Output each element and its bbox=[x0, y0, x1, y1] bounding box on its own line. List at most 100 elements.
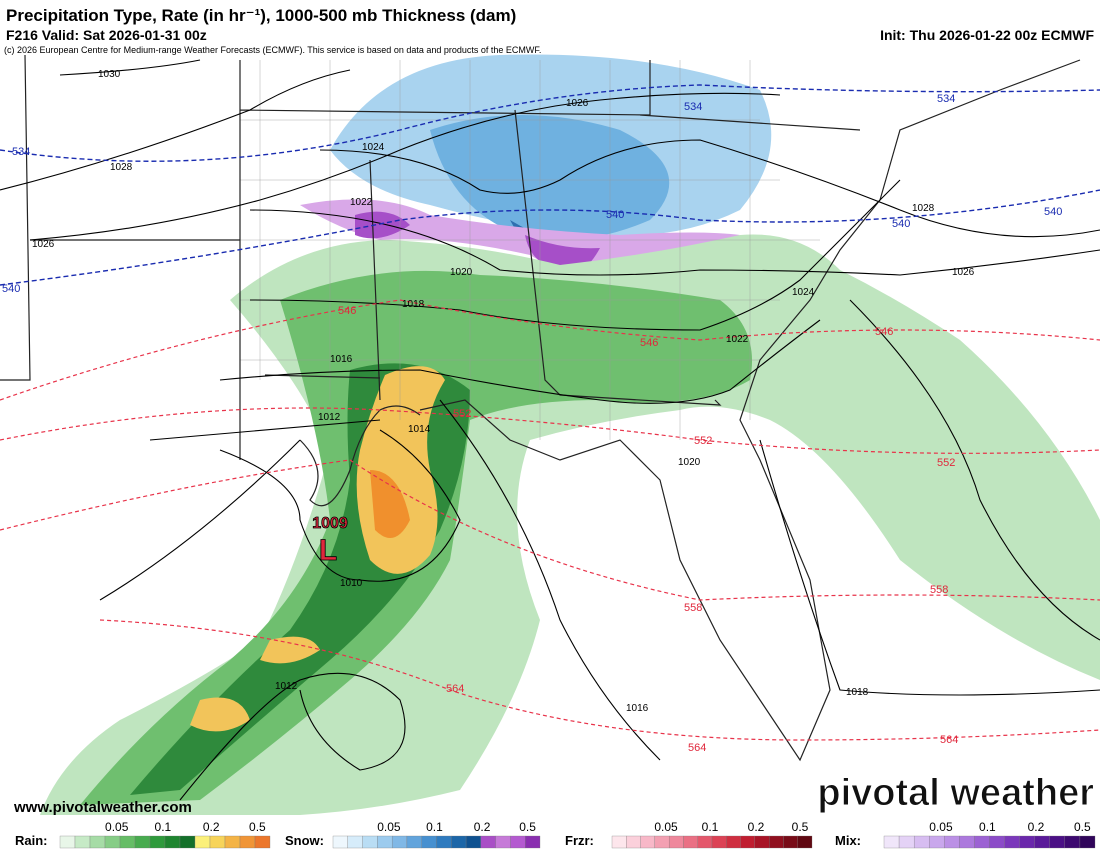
thickness-label: 552 bbox=[937, 457, 955, 469]
legend-swatch bbox=[959, 835, 975, 849]
thickness-label: 534 bbox=[684, 101, 702, 113]
isobar-label: 1018 bbox=[402, 299, 425, 310]
legend-swatch bbox=[209, 835, 226, 849]
legend-swatch bbox=[913, 835, 930, 849]
legend-swatch bbox=[626, 835, 641, 849]
isobar-label: 1012 bbox=[275, 681, 298, 692]
legend-tick-label: 0.05 bbox=[654, 820, 678, 834]
legend-swatch bbox=[436, 835, 452, 849]
legend-swatch bbox=[377, 835, 393, 849]
legend-swatch bbox=[898, 835, 915, 849]
legend-tick-label: 0.5 bbox=[792, 820, 809, 834]
legend-tick-label: 0.05 bbox=[105, 820, 129, 834]
thickness-labels: 534 534 534 540 540 540 540 546 546 546 … bbox=[2, 93, 1062, 754]
legend-swatch bbox=[89, 835, 106, 849]
legend-swatch bbox=[1034, 835, 1050, 849]
legend-swatch bbox=[510, 835, 526, 849]
legend-swatch bbox=[740, 835, 756, 849]
isobar-label: 1026 bbox=[32, 239, 55, 250]
legend-swatch bbox=[929, 835, 945, 849]
legend-swatch bbox=[239, 835, 256, 849]
legend-tick-label: 0.1 bbox=[702, 820, 719, 834]
legend-swatch bbox=[697, 835, 713, 849]
legend-tick-label: 0.2 bbox=[474, 820, 491, 834]
legend-swatch bbox=[104, 835, 121, 849]
legend-tick-label: 0.1 bbox=[979, 820, 996, 834]
legend-swatch bbox=[465, 835, 482, 849]
legend-swatch bbox=[179, 835, 196, 849]
legend-swatch bbox=[480, 835, 496, 849]
legend-tick-label: 0.1 bbox=[155, 820, 172, 834]
map-title: Precipitation Type, Rate (in hr⁻¹), 1000… bbox=[6, 6, 516, 25]
thickness-label: 540 bbox=[2, 283, 20, 295]
legend-swatch bbox=[726, 835, 741, 849]
thickness-label: 564 bbox=[446, 683, 464, 695]
brand-logo: pivotal weather bbox=[817, 772, 1094, 814]
legend-title: Snow: bbox=[285, 833, 324, 848]
isobar-label: 1018 bbox=[846, 687, 869, 698]
legend-swatch bbox=[1004, 835, 1020, 849]
thickness-label: 546 bbox=[640, 337, 658, 349]
thickness-label: 552 bbox=[453, 408, 471, 420]
thickness-label: 540 bbox=[892, 218, 910, 230]
legend-tick-label: 0.5 bbox=[1074, 820, 1091, 834]
legend-tick-label: 0.2 bbox=[1028, 820, 1045, 834]
rain-area bbox=[370, 470, 410, 538]
legend-tick-label: 0.05 bbox=[929, 820, 953, 834]
legend-swatch bbox=[164, 835, 181, 849]
legend-swatch bbox=[525, 835, 541, 849]
valid-time: F216 Valid: Sat 2026-01-31 00z bbox=[6, 27, 207, 43]
legend: Rain: 0.05 0.1 0.2 0.5 Snow: 0.05 0.1 0.2 0.5 Frzr… bbox=[15, 820, 1096, 849]
legend-title: Mix: bbox=[835, 833, 861, 848]
legend-swatch bbox=[194, 835, 211, 849]
thickness-label: 540 bbox=[606, 209, 624, 221]
legend-swatch bbox=[362, 835, 378, 849]
legend-swatch bbox=[451, 835, 467, 849]
legend-swatch bbox=[783, 835, 798, 849]
isobar-label: 1030 bbox=[98, 69, 121, 80]
watermark-url: www.pivotalweather.com bbox=[13, 799, 192, 816]
thickness-lines bbox=[0, 84, 1100, 741]
isobar-label: 1022 bbox=[726, 334, 749, 345]
isobar-label: 1012 bbox=[318, 412, 341, 423]
legend-swatch bbox=[332, 835, 348, 849]
legend-swatch bbox=[883, 835, 900, 849]
isobar-labels: 1030 1028 1026 1026 1024 1022 1020 1018 … bbox=[32, 69, 975, 714]
legend-swatch bbox=[406, 835, 422, 849]
legend-swatch bbox=[797, 835, 813, 849]
credit: (c) 2026 European Centre for Medium-rang… bbox=[4, 45, 541, 55]
thickness-label: 558 bbox=[930, 584, 948, 596]
isobar-label: 1016 bbox=[626, 703, 649, 714]
legend-tick-label: 0.2 bbox=[748, 820, 765, 834]
thickness-label: 546 bbox=[338, 305, 356, 317]
mix-area bbox=[355, 211, 600, 274]
legend-swatch bbox=[134, 835, 151, 849]
legend-swatch bbox=[149, 835, 166, 849]
legend-swatch bbox=[1079, 835, 1096, 849]
legend-swatch bbox=[421, 835, 437, 849]
legend-swatch bbox=[711, 835, 727, 849]
mix-area bbox=[300, 199, 740, 269]
legend-swatch bbox=[754, 835, 770, 849]
legend-tick-label: 0.1 bbox=[426, 820, 443, 834]
thickness-label: 552 bbox=[694, 435, 712, 447]
legend-title: Rain: bbox=[15, 833, 48, 848]
legend-swatch bbox=[254, 835, 271, 849]
thickness-label: 534 bbox=[12, 146, 30, 158]
legend-swatch bbox=[224, 835, 241, 849]
legend-swatch bbox=[495, 835, 511, 849]
legend-tick-label: 0.5 bbox=[519, 820, 536, 834]
legend-title: Frzr: bbox=[565, 833, 594, 848]
legend-tick-label: 0.5 bbox=[249, 820, 266, 834]
legend-swatch bbox=[768, 835, 784, 849]
rain-area bbox=[190, 366, 445, 732]
precip-areas bbox=[40, 54, 1100, 815]
legend-swatch bbox=[1049, 835, 1066, 849]
isobar-label: 1028 bbox=[110, 162, 133, 173]
legend-swatch bbox=[1064, 835, 1081, 849]
legend-swatch bbox=[974, 835, 990, 849]
legend-swatch bbox=[347, 835, 363, 849]
thickness-label: 540 bbox=[1044, 206, 1062, 218]
